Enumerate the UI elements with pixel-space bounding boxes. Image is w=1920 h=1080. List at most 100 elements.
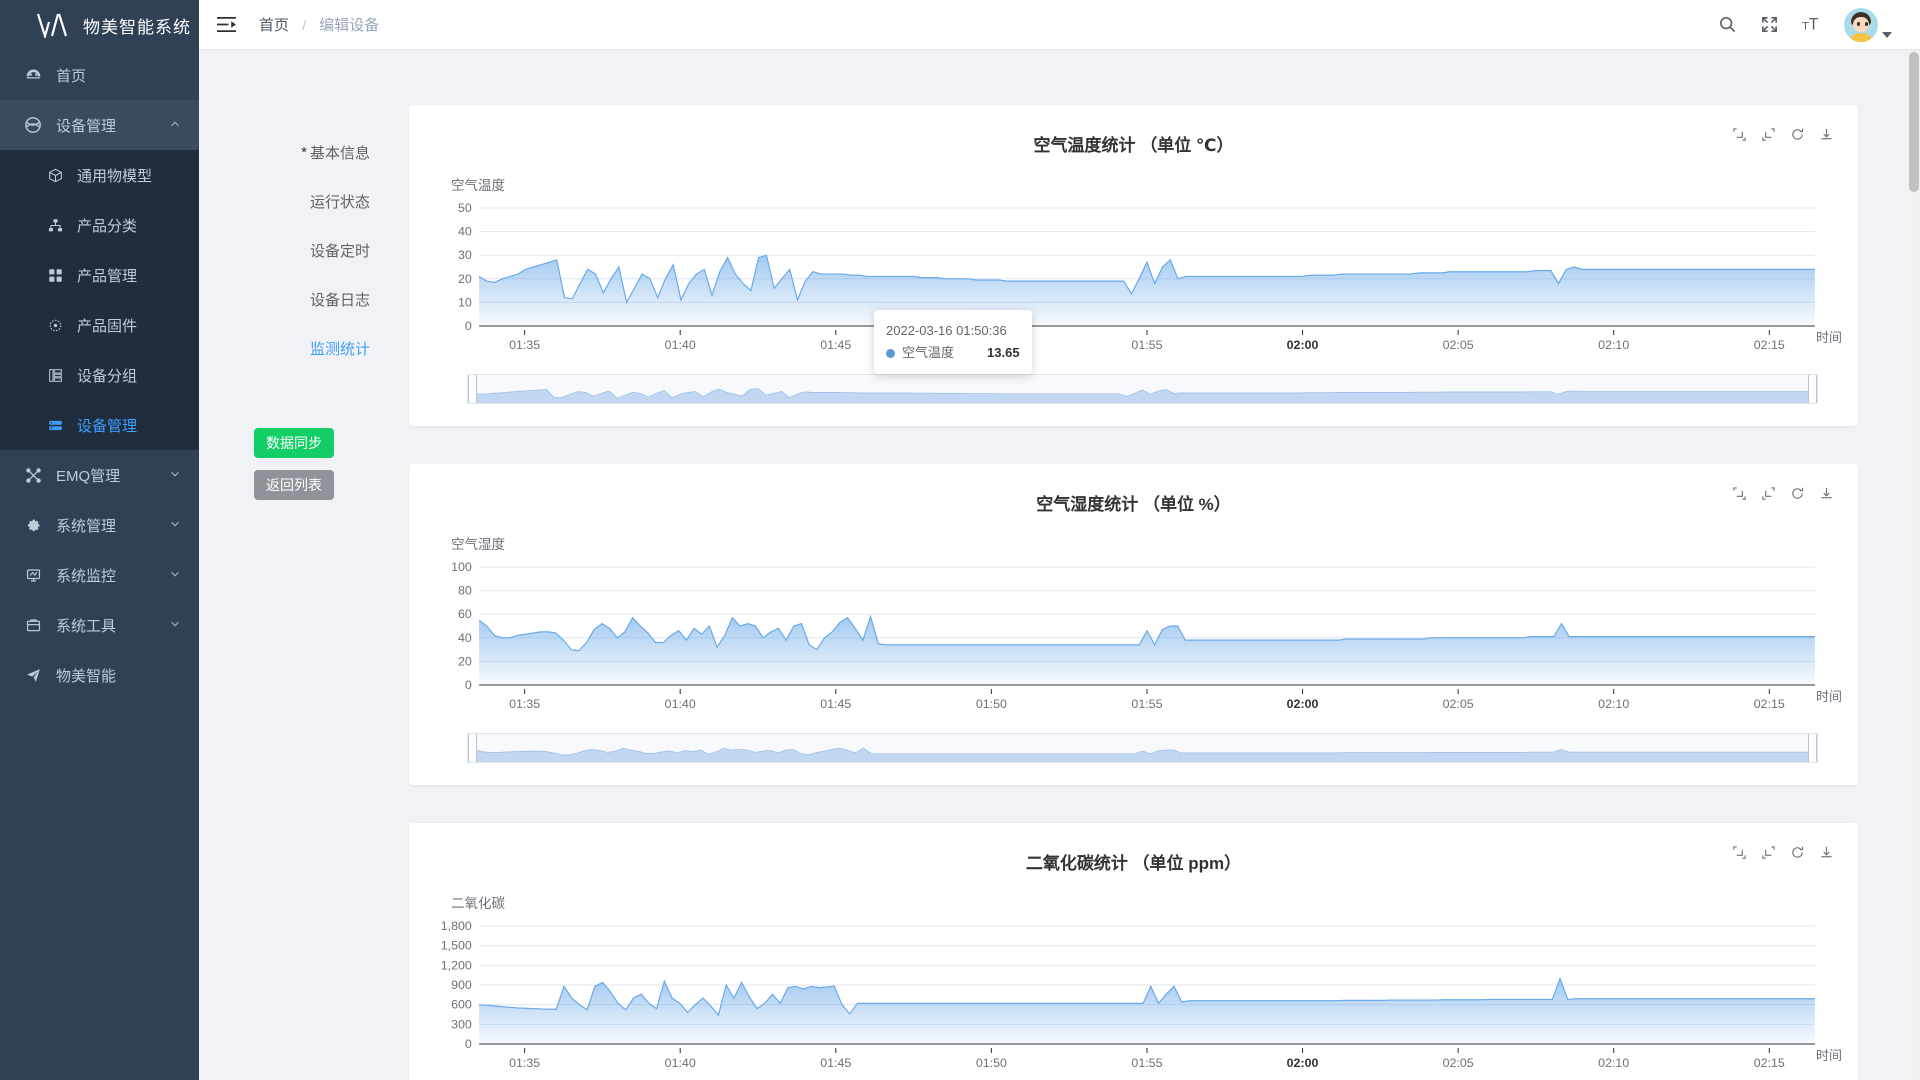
hamburger-icon[interactable]: [216, 16, 237, 33]
server-icon: [45, 415, 65, 435]
tab-basic-info[interactable]: * 基本信息: [199, 128, 389, 177]
svg-text:02:00: 02:00: [1287, 697, 1319, 711]
avatar[interactable]: [1844, 7, 1892, 42]
restore-icon[interactable]: [1732, 127, 1747, 142]
svg-text:02:15: 02:15: [1754, 1056, 1785, 1070]
sidebar-item-product-management[interactable]: 产品管理: [0, 250, 199, 300]
svg-text:300: 300: [451, 1018, 472, 1032]
sidebar-item-home[interactable]: 首页: [0, 50, 199, 100]
brand-logo[interactable]: 物美智能系统: [0, 0, 199, 50]
vertical-scrollbar[interactable]: [1908, 50, 1920, 1080]
fullscreen-icon[interactable]: [1760, 15, 1779, 34]
svg-text:02:05: 02:05: [1443, 697, 1474, 711]
svg-text:01:55: 01:55: [1131, 1056, 1162, 1070]
sidebar-item-wumei-ai[interactable]: 物美智能: [0, 650, 199, 700]
chart-axis-co2: 01:35 01:40 01:45 01:50 01:55 02:00 02:05 02:10…: [509, 1048, 1785, 1070]
sidebar-item-system-management[interactable]: 系统管理: [0, 500, 199, 550]
svg-text:01:40: 01:40: [665, 697, 696, 711]
refresh-icon[interactable]: [1790, 486, 1805, 501]
svg-text:01:45: 01:45: [820, 338, 851, 352]
slider-preview: [468, 747, 1817, 762]
zoom-back-icon[interactable]: [1761, 845, 1776, 860]
caret-down-icon[interactable]: [1882, 31, 1892, 38]
back-to-list-button[interactable]: 返回列表: [254, 470, 334, 500]
group-icon: [45, 365, 65, 385]
tab-run-status[interactable]: 运行状态: [199, 177, 389, 226]
chart-y-label: 空气湿度: [451, 537, 505, 552]
svg-text:100: 100: [451, 560, 472, 574]
chart-range-slider[interactable]: [467, 374, 1818, 404]
sidebar-item-system-tools[interactable]: 系统工具: [0, 600, 199, 650]
chart-x-label: 时间: [1815, 330, 1842, 345]
sitemap-icon: [45, 215, 65, 235]
chart-canvas-temperature: 0 10 20 30 40 50: [458, 201, 1815, 330]
breadcrumb-home[interactable]: 首页: [259, 17, 290, 34]
chart-plot[interactable]: 0 20 40 60 80 100 01:35 01:40 01:45 01:50 01:55 02…: [419, 559, 1848, 725]
slider-handle-left[interactable]: [468, 375, 477, 403]
tab-monitoring-stats[interactable]: 监测统计: [199, 324, 389, 373]
chart-toolbar: [1732, 845, 1834, 860]
sidebar-item-device-group[interactable]: 设备分组: [0, 350, 199, 400]
data-sync-button[interactable]: 数据同步: [254, 428, 334, 458]
download-icon[interactable]: [1819, 845, 1834, 860]
sidebar-item-emq-management[interactable]: EMQ管理: [0, 450, 199, 500]
svg-text:600: 600: [451, 998, 472, 1012]
sidebar-item-label: EMQ管理: [56, 467, 121, 485]
svg-text:01:40: 01:40: [665, 1056, 696, 1070]
slider-handle-left[interactable]: [468, 734, 477, 762]
slider-handle-right[interactable]: [1808, 375, 1817, 403]
refresh-icon[interactable]: [1790, 127, 1805, 142]
svg-text:900: 900: [451, 978, 472, 992]
emq-icon: [22, 464, 44, 486]
search-icon[interactable]: [1718, 15, 1737, 34]
device-icon: [22, 114, 44, 136]
sidebar-item-product-category[interactable]: 产品分类: [0, 200, 199, 250]
svg-text:80: 80: [458, 584, 472, 598]
chart-axis-temperature: 01:35 01:40 01:45 01:50 01:55 02:00 02:05 02:10…: [509, 330, 1785, 352]
sidebar-item-label: 设备管理: [77, 417, 138, 435]
send-icon: [22, 664, 44, 686]
chart-plot[interactable]: 0 10 20 30 40 50 01:35 01:40 01:45 01:50 01:55 02:…: [419, 200, 1848, 375]
sidebar-item-product-firmware[interactable]: 产品固件: [0, 300, 199, 350]
svg-text:10: 10: [458, 296, 472, 310]
sidebar-item-device-management-sub[interactable]: 设备管理: [0, 400, 199, 450]
slider-handle-right[interactable]: [1808, 734, 1817, 762]
chart-card-co2: 二氧化碳统计 （单位 ppm） 二氧化碳 0 300 600 900 1,200 1,50…: [409, 823, 1858, 1080]
chart-x-label: 时间: [1815, 1048, 1842, 1063]
tools-icon: [22, 614, 44, 636]
restore-icon[interactable]: [1732, 486, 1747, 501]
svg-text:01:50: 01:50: [976, 1056, 1007, 1070]
tab-label: 监测统计: [309, 341, 370, 358]
sidebar-item-label: 通用物模型: [77, 167, 153, 185]
chart-title: 二氧化碳统计 （单位 ppm）: [1025, 854, 1242, 873]
form-buttons: 数据同步 返回列表: [199, 373, 389, 500]
chart-range-slider[interactable]: [467, 733, 1818, 763]
zoom-back-icon[interactable]: [1761, 127, 1776, 142]
svg-text:01:40: 01:40: [665, 338, 696, 352]
svg-text:02:10: 02:10: [1598, 338, 1629, 352]
chart-plot[interactable]: 0 300 600 900 1,200 1,500 1,800 01:35 01:40 01:4…: [419, 918, 1848, 1080]
sidebar-item-system-monitor[interactable]: 系统监控: [0, 550, 199, 600]
chart-canvas-humidity: 0 20 40 60 80 100: [451, 560, 1815, 689]
zoom-back-icon[interactable]: [1761, 486, 1776, 501]
tab-device-log[interactable]: 设备日志: [199, 275, 389, 324]
svg-text:1,200: 1,200: [441, 959, 472, 973]
svg-text:02:00: 02:00: [1287, 338, 1319, 352]
svg-text:01:35: 01:35: [509, 338, 540, 352]
sidebar-item-device-management[interactable]: 设备管理: [0, 100, 199, 150]
download-icon[interactable]: [1819, 127, 1834, 142]
content-scroll[interactable]: * 基本信息 运行状态 设备定时 设备日志 监测统计: [199, 50, 1920, 1080]
sidebar-item-general-model[interactable]: 通用物模型: [0, 150, 199, 200]
dashboard-icon: [22, 64, 44, 86]
refresh-icon[interactable]: [1790, 845, 1805, 860]
tab-device-timer[interactable]: 设备定时: [199, 226, 389, 275]
scrollbar-thumb[interactable]: [1909, 52, 1919, 192]
svg-text:0: 0: [465, 678, 472, 689]
breadcrumb-current: 编辑设备: [319, 17, 380, 34]
restore-icon[interactable]: [1732, 845, 1747, 860]
download-icon[interactable]: [1819, 486, 1834, 501]
svg-text:1,500: 1,500: [441, 939, 472, 953]
